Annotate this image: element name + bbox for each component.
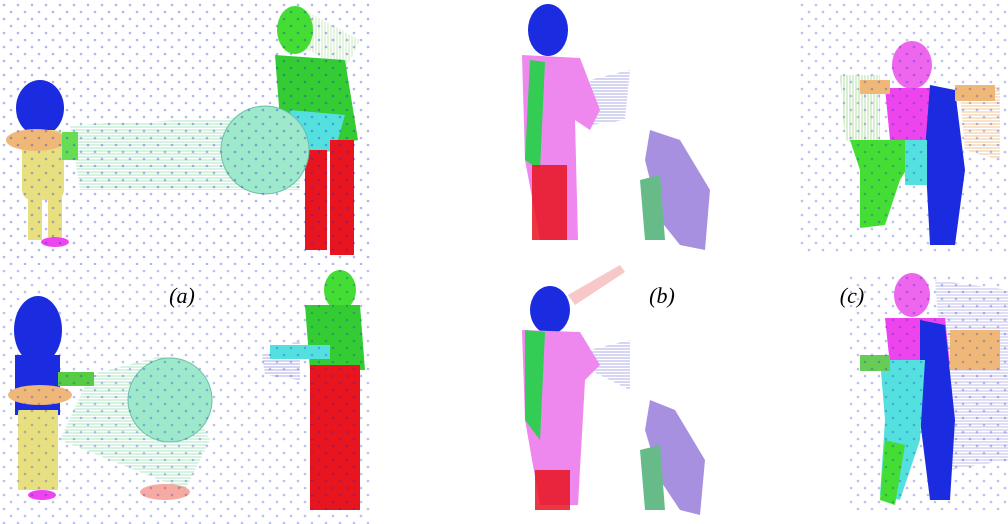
sample-points [0, 0, 370, 265]
person-head [528, 4, 568, 56]
person-legs [532, 165, 567, 240]
correspondence-lines [590, 340, 630, 390]
dog-leg [640, 445, 665, 510]
person-side [525, 60, 545, 170]
person-head [530, 286, 570, 334]
scene-c-top [800, 0, 1008, 255]
subfigure-label: (c) [840, 283, 864, 308]
person-side [525, 330, 545, 440]
sample-points [800, 0, 1008, 255]
scene-c-bottom [850, 273, 1008, 510]
scene-b-top [522, 4, 710, 250]
scene-a-bottom [0, 270, 370, 524]
subfigure-label: (b) [649, 283, 675, 308]
correspondence-lines [590, 70, 630, 125]
sample-points [850, 275, 1008, 510]
scene-b-bottom [522, 265, 705, 515]
scene-a-top [0, 0, 370, 265]
person-feet [535, 470, 570, 510]
dog-leg [640, 175, 665, 240]
dog-body [645, 400, 705, 515]
sample-points [0, 270, 370, 524]
correspondence-lines [568, 265, 625, 305]
subfigure-label: (a) [169, 283, 195, 308]
